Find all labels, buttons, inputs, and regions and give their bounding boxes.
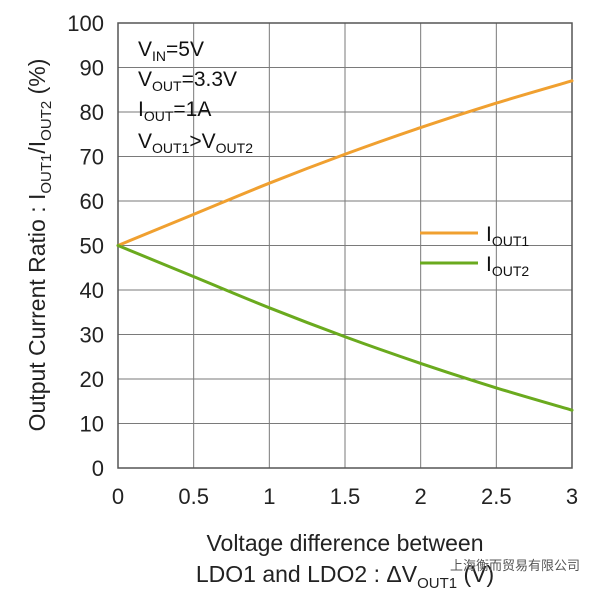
y-tick-label: 90 (80, 56, 104, 81)
y-tick-label: 30 (80, 323, 104, 348)
x-axis-label-line2: LDO1 and LDO2 : ΔVOUT1 (V) (196, 561, 494, 592)
annotation-block: VIN=5V VOUT=3.3V IOUT=1A VOUT1>VOUT2 (138, 38, 253, 156)
series-line-iout2 (116, 244, 574, 412)
x-axis-label-line1: Voltage difference between (206, 530, 483, 556)
y-tick-label: 20 (80, 367, 104, 392)
y-tick-label: 80 (80, 100, 104, 125)
x-tick-label: 3 (566, 484, 578, 509)
x-tick-label: 0.5 (178, 484, 209, 509)
x-tick-label: 1.5 (330, 484, 361, 509)
annotation-iout: IOUT=1A (138, 98, 211, 124)
y-tick-label: 10 (80, 412, 104, 437)
y-tick-label: 60 (80, 189, 104, 214)
series-line-iout1 (116, 79, 574, 247)
y-tick-label: 100 (67, 11, 104, 36)
annotation-vin: VIN=5V (138, 38, 204, 64)
x-tick-label: 2.5 (481, 484, 512, 509)
annotation-vout-compare: VOUT1>VOUT2 (138, 130, 253, 156)
series-layer (116, 79, 574, 412)
x-tick-label: 2 (415, 484, 427, 509)
y-tick-label: 0 (92, 456, 104, 481)
annotation-vout: VOUT=3.3V (138, 68, 237, 94)
legend: IOUT1 IOUT2 (420, 223, 529, 279)
x-tick-label: 0 (112, 484, 124, 509)
y-tick-label: 50 (80, 234, 104, 259)
y-tick-label: 70 (80, 145, 104, 170)
y-axis-label: Output Current Ratio : IOUT1/IOUT2 (%) (24, 59, 55, 432)
y-tick-label: 40 (80, 278, 104, 303)
x-tick-label: 1 (263, 484, 275, 509)
legend-label-iout2: IOUT2 (486, 253, 529, 279)
legend-label-iout1: IOUT1 (486, 223, 529, 249)
watermark-text: 上海衡而贸易有限公司 (450, 559, 580, 574)
